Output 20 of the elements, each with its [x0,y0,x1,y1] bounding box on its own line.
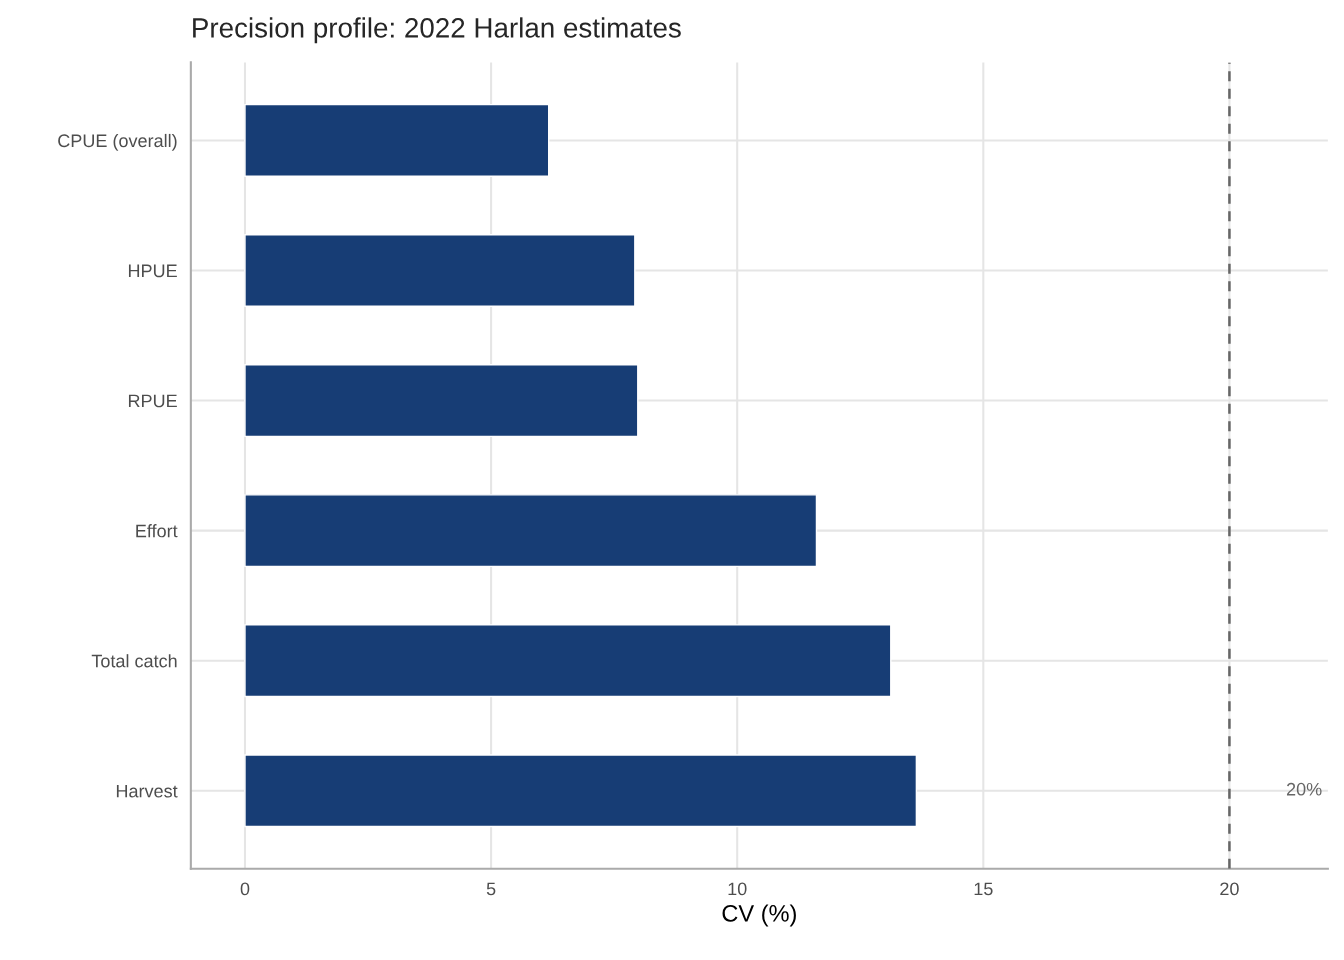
bar [244,103,550,177]
x-axis-title: CV (%) [722,904,796,927]
y-tick-label: Effort [136,524,178,538]
y-tick-label: RPUE [128,394,177,408]
chart-title: Precision profile: 2022 Harlan estimates [193,17,681,44]
y-tick-label: HPUE [128,264,177,278]
x-tick-label: 20 [1220,882,1239,896]
x-tick-label: 5 [486,882,496,896]
ref-line-label: 20% [1286,782,1322,796]
bar [244,234,636,307]
bar [244,494,818,568]
y-tick-label: Harvest [116,784,178,798]
x-tick-label: 15 [974,882,993,896]
y-tick-label: CPUE (overall) [58,133,177,151]
bar [244,754,918,828]
bar [244,364,639,438]
bar [244,624,892,698]
x-tick-label: 10 [728,882,747,896]
y-tick-label: Total catch [91,654,177,668]
x-tick-label: 0 [240,882,250,896]
